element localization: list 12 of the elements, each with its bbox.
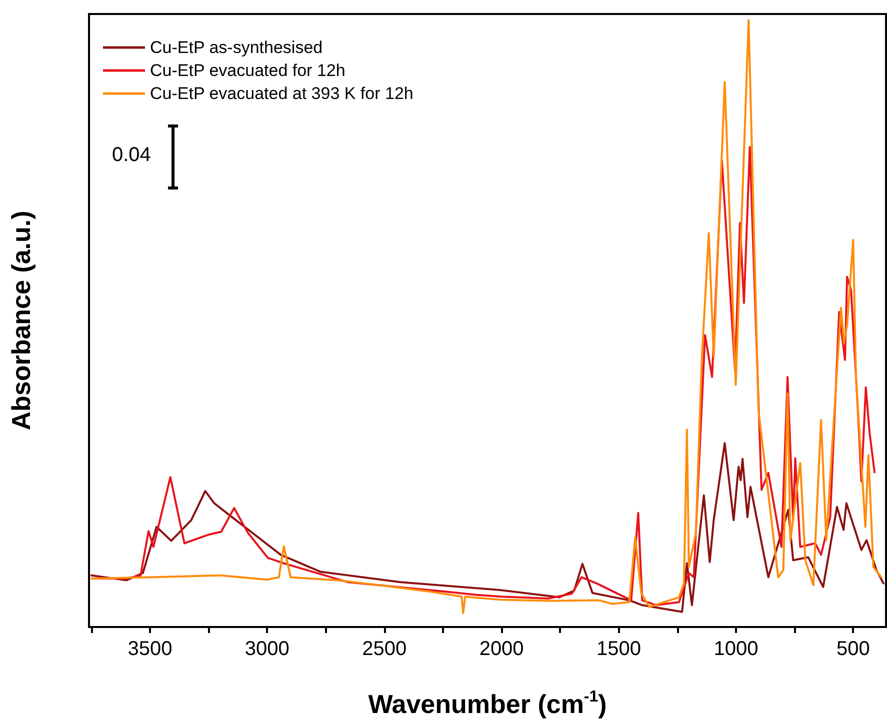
x-tick-label: 500 bbox=[836, 638, 870, 660]
legend-label: Cu-EtP evacuated for 12h bbox=[150, 61, 346, 80]
x-tick-label: 1000 bbox=[714, 638, 758, 660]
legend-label: Cu-EtP as-synthesised bbox=[150, 38, 323, 57]
x-tick-label: 3500 bbox=[128, 638, 172, 660]
y-axis-title: Absorbance (a.u.) bbox=[6, 210, 36, 430]
x-tick-label: 3000 bbox=[244, 638, 290, 660]
x-tick-label: 1500 bbox=[596, 638, 642, 660]
x-tick-label: 2500 bbox=[362, 638, 407, 660]
annotation: 0.04 bbox=[112, 144, 151, 167]
x-tick-label: 2000 bbox=[479, 638, 524, 660]
legend-label: Cu-EtP evacuated at 393 K for 12h bbox=[150, 84, 414, 103]
